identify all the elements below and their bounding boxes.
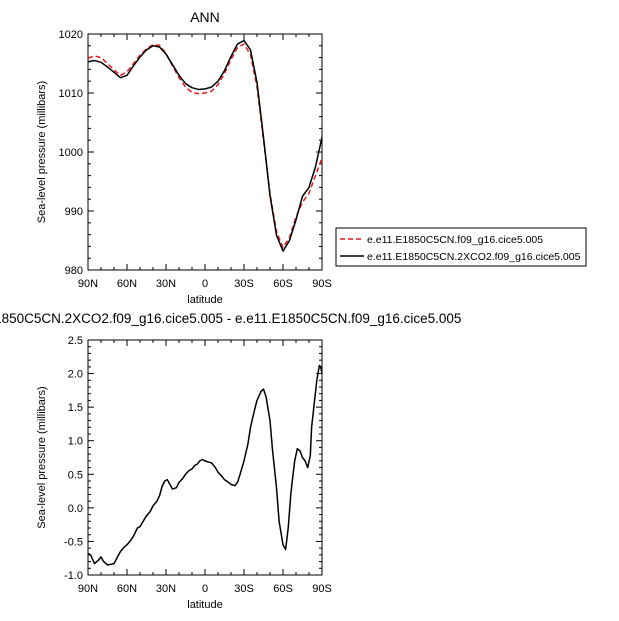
y-tick-label: -0.5 [64, 536, 83, 548]
x-axis-label: latitude [187, 294, 222, 306]
x-tick-label: 60N [117, 278, 137, 290]
x-tick-label: 30N [156, 583, 176, 595]
x-tick-label: 90S [312, 583, 332, 595]
y-tick-label: 2.0 [68, 369, 83, 381]
y-tick-label: -1.0 [64, 570, 83, 582]
y-tick-label: 1010 [59, 88, 83, 100]
legend-label: e.e11.E1850C5CN.f09_g16.cice5.005 [367, 234, 543, 246]
x-tick-label: 90N [78, 278, 98, 290]
y-tick-label: 2.5 [68, 335, 83, 347]
x-tick-label: 60N [117, 583, 137, 595]
x-tick-label: 0 [202, 278, 208, 290]
chart-title: ANN [190, 9, 220, 25]
x-tick-label: 60S [273, 278, 293, 290]
chart-title: e.e11.E1850C5CN.2XCO2.f09_g16.cice5.005 … [0, 311, 461, 326]
y-tick-label: 990 [65, 206, 83, 218]
y-tick-label: 1.5 [68, 402, 83, 414]
x-tick-label: 0 [202, 583, 208, 595]
y-tick-label: 1.0 [68, 436, 83, 448]
plot-frame [87, 33, 323, 271]
legend-box [335, 227, 587, 267]
y-tick-label: 1000 [59, 147, 83, 159]
legend-label: e.e11.E1850C5CN.2XCO2.f09_g16.cice5.005 [367, 251, 581, 263]
series-line [87, 39, 323, 252]
x-tick-label: 90N [78, 583, 98, 595]
x-tick-label: 30N [156, 278, 176, 290]
x-tick-label: 30S [234, 583, 254, 595]
y-axis-label: Sea-level pressure (millibars) [36, 81, 48, 223]
y-tick-label: 980 [65, 265, 83, 277]
series-line [87, 364, 323, 566]
y-tick-label: 1020 [59, 29, 83, 41]
y-tick-label: 0.0 [68, 503, 83, 515]
x-tick-label: 30S [234, 278, 254, 290]
y-axis-label: Sea-level pressure (millibars) [36, 386, 48, 528]
series-line [87, 43, 323, 249]
x-axis-label: latitude [187, 599, 222, 611]
y-tick-label: 0.5 [68, 469, 83, 481]
x-tick-label: 90S [312, 278, 332, 290]
x-tick-label: 60S [273, 583, 293, 595]
